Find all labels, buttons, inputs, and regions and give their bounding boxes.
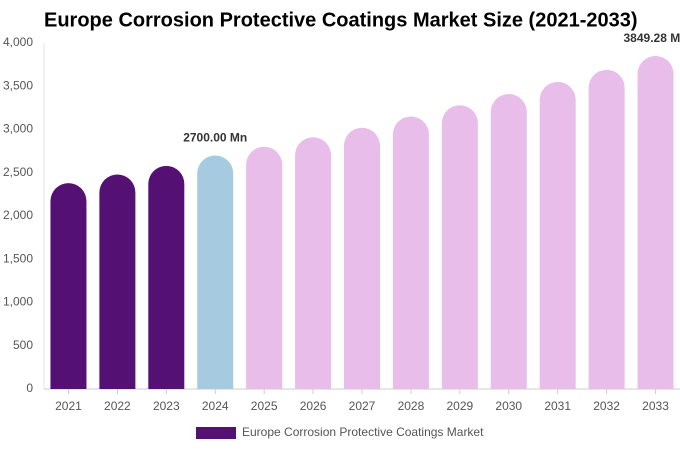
bar (637, 56, 674, 389)
bar (392, 116, 429, 389)
x-tick-label: 2032 (593, 399, 620, 413)
x-tick-label: 2028 (398, 399, 425, 413)
x-tick-label: 2023 (153, 399, 180, 413)
bar (99, 174, 136, 389)
y-tick-label: 1,000 (3, 295, 33, 309)
bar (197, 155, 234, 389)
x-tick-label: 2024 (202, 399, 229, 413)
x-tick-label: 2030 (495, 399, 522, 413)
chart-title: Europe Corrosion Protective Coatings Mar… (44, 9, 638, 31)
x-tick-label: 2025 (251, 399, 278, 413)
bar (50, 183, 87, 389)
bar (588, 69, 625, 389)
x-tick-label: 2021 (55, 399, 82, 413)
bar (441, 105, 478, 389)
bar (539, 81, 576, 390)
y-tick-label: 2,000 (3, 208, 33, 222)
y-tick-label: 3,000 (3, 122, 33, 136)
x-tick-label: 2027 (349, 399, 376, 413)
y-tick-label: 4,000 (3, 35, 33, 49)
bar (148, 165, 185, 389)
value-label: 2700.00 Mn (183, 131, 247, 145)
x-tick-label: 2033 (642, 399, 669, 413)
x-tick-label: 2026 (300, 399, 327, 413)
legend-label: Europe Corrosion Protective Coatings Mar… (242, 425, 484, 439)
legend-swatch (196, 427, 236, 439)
y-tick-label: 500 (13, 338, 33, 352)
y-tick-label: 1,500 (3, 251, 33, 265)
y-tick-label: 3,500 (3, 78, 33, 92)
value-label: 3849.28 Mn (624, 31, 680, 45)
bar (344, 127, 380, 389)
bar (490, 94, 527, 389)
x-tick-label: 2031 (544, 399, 571, 413)
y-tick-label: 2,500 (3, 165, 33, 179)
y-tick-label: 0 (26, 381, 33, 395)
x-tick-label: 2029 (446, 399, 473, 413)
bar (246, 146, 283, 389)
bar (295, 137, 332, 389)
x-tick-label: 2022 (104, 399, 131, 413)
